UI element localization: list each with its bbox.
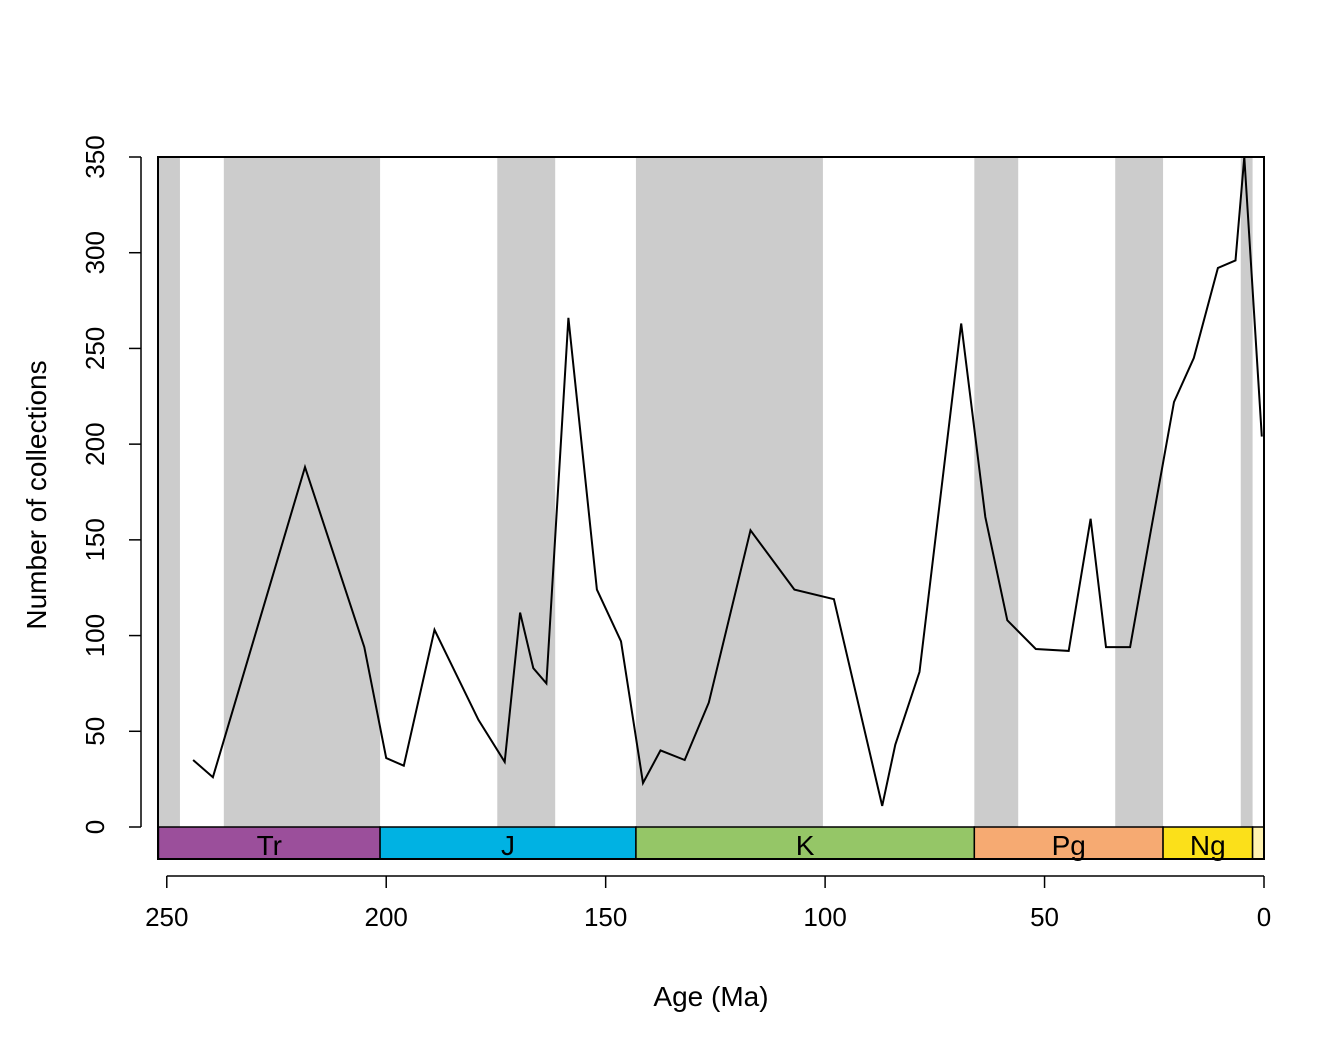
plot-frame [157, 156, 1265, 860]
y-tick-label-200: 200 [80, 422, 110, 465]
period-j-label: J [501, 830, 515, 861]
period-pg-box [973, 826, 1164, 860]
shaded-interval-4 [974, 157, 1019, 827]
y-tick-label-300: 300 [80, 231, 110, 274]
period-ng-label: Ng [1190, 830, 1226, 861]
y-tick-label-0: 0 [80, 820, 110, 834]
y-tick-label-50: 50 [80, 717, 110, 746]
y-tick-label-350: 350 [80, 135, 110, 178]
shaded-intervals [158, 157, 1253, 827]
shaded-interval-0 [158, 157, 180, 827]
x-axis-title: Age (Ma) [653, 981, 768, 1012]
x-tick-label-100: 100 [803, 902, 846, 932]
shaded-interval-6 [1240, 157, 1253, 827]
period-tr-label: Tr [257, 830, 282, 861]
shaded-interval-3 [635, 157, 823, 827]
period-bar: Tr J K Pg Ng [157, 826, 1265, 861]
shaded-interval-1 [223, 157, 381, 827]
collections-series-line [192, 156, 1263, 807]
shaded-interval-2 [497, 157, 556, 827]
y-tick-label-100: 100 [80, 614, 110, 657]
x-tick-label-150: 150 [584, 902, 627, 932]
x-tick-label-250: 250 [145, 902, 188, 932]
period-k-label: K [796, 830, 815, 861]
x-axis: 250 200 150 100 50 0 [145, 875, 1271, 932]
y-axis: 0 50 100 150 200 250 300 350 [80, 135, 142, 834]
x-tick-label-200: 200 [365, 902, 408, 932]
y-tick-label-250: 250 [80, 327, 110, 370]
shaded-interval-5 [1115, 157, 1164, 827]
y-axis-title: Number of collections [21, 360, 52, 629]
x-tick-label-0: 0 [1257, 902, 1271, 932]
y-tick-label-150: 150 [80, 518, 110, 561]
period-quaternary-box [1251, 826, 1265, 860]
x-tick-label-50: 50 [1030, 902, 1059, 932]
period-pg-label: Pg [1052, 830, 1086, 861]
